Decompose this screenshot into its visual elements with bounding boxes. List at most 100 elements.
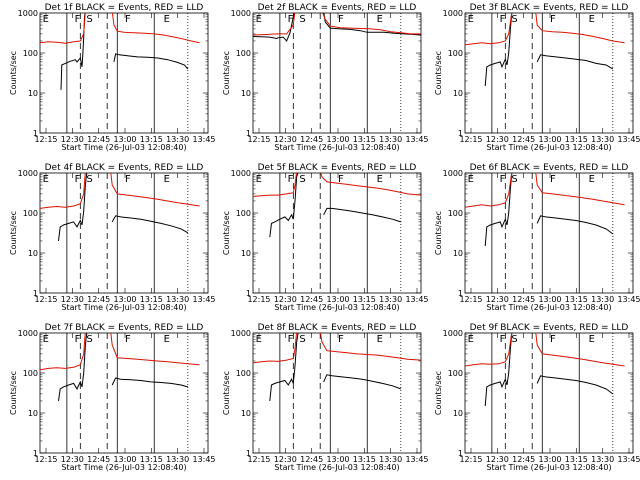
y-tick-label: 1 [246,289,251,298]
x-tick-label: 13:00 [326,135,349,144]
y-tick-label: 10 [241,89,251,98]
chart-title: Det 8f BLACK = Events, RED = LLD [258,323,417,333]
interval-marker: S [511,14,517,25]
y-axis-label: Counts/sec [434,211,443,255]
y-tick-label: 1000 [18,169,38,178]
y-tick-label: 1 [458,129,463,138]
chart-panel-7: Det 7f BLACK = Events, RED = LLD 1 10 100 10… [9,323,216,472]
x-tick-label: 13:00 [538,455,561,464]
y-tick-label: 100 [448,209,463,218]
x-axis-label: Start Time (26-Jul-03 12:08:40) [274,463,399,472]
series-events-line-2 [111,377,188,388]
interval-marker: S [299,334,305,345]
x-tick-label: 13:00 [538,295,561,304]
x-tick-label: 13:15 [140,295,163,304]
x-tick-label: 13:45 [617,455,640,464]
x-tick-label: 12:30 [486,295,509,304]
y-tick-label: 1 [246,449,251,458]
series-events-line-2 [536,54,614,70]
interval-marker: E [377,174,383,185]
series-events-line-1 [484,333,513,407]
plot-frame [464,332,634,454]
x-axis-label: Start Time (26-Jul-03 12:08:40) [486,463,611,472]
interval-marker: S [86,14,92,25]
interval-marker: F [288,14,294,25]
interval-marker: S [299,14,305,25]
interval-marker: E [589,174,595,185]
interval-marker: E [589,334,595,345]
y-tick-label: 1000 [231,9,251,18]
y-tick-label: 1000 [443,9,463,18]
y-tick-label: 10 [453,89,463,98]
y-axis-label: Counts/sec [9,51,18,95]
interval-marker: E [43,334,49,345]
series-lld-line-2 [110,173,200,207]
x-tick-label: 12:15 [247,135,270,144]
x-tick-label: 12:30 [274,135,297,144]
x-tick-label: 12:15 [247,455,270,464]
plot-frame [464,172,634,294]
interval-marker: F [75,14,81,25]
x-tick-label: 12:15 [247,295,270,304]
y-tick-label: 1 [33,129,38,138]
y-tick-label: 1000 [18,329,38,338]
plot-frame [252,12,422,134]
interval-marker: F [500,334,506,345]
interval-marker: S [511,334,517,345]
x-tick-label: 13:45 [617,295,640,304]
x-tick-label: 13:00 [538,135,561,144]
series-events-line-2 [323,374,401,390]
interval-marker: F [338,174,344,185]
chart-title: Det 5f BLACK = Events, RED = LLD [258,163,417,173]
x-tick-label: 12:15 [459,295,482,304]
x-axis-label: Start Time (26-Jul-03 12:08:40) [61,303,186,312]
y-tick-label: 1 [33,449,38,458]
y-axis-label: Counts/sec [9,371,18,415]
y-tick-label: 10 [453,249,463,258]
plot-frame [39,172,209,294]
chart-title: Det 9f BLACK = Events, RED = LLD [470,323,629,333]
x-tick-label: 13:45 [617,135,640,144]
x-tick-label: 12:30 [274,295,297,304]
y-tick-label: 1000 [231,329,251,338]
series-events-line-2 [536,215,614,235]
x-tick-label: 13:30 [591,135,614,144]
x-tick-label: 12:45 [300,135,323,144]
interval-marker: E [256,174,262,185]
x-tick-label: 13:15 [565,455,588,464]
x-tick-label: 13:15 [353,135,376,144]
interval-marker: E [164,14,170,25]
y-tick-label: 10 [453,409,463,418]
y-axis-label: Counts/sec [222,51,231,95]
x-tick-label: 12:15 [34,455,57,464]
x-tick-label: 13:15 [353,295,376,304]
interval-marker: F [75,334,81,345]
y-tick-label: 1 [246,129,251,138]
y-axis-label: Counts/sec [222,211,231,255]
chart-panel-2: Det 2f BLACK = Events, RED = LLD 1 10 100 10… [222,3,429,152]
x-tick-label: 12:15 [459,135,482,144]
series-lld-line-2 [320,333,421,361]
y-tick-label: 1000 [18,9,38,18]
series-lld-line-1 [40,173,86,209]
y-tick-label: 10 [28,409,38,418]
x-tick-label: 13:15 [140,455,163,464]
series-events-line-1 [253,13,295,42]
x-tick-label: 13:15 [565,295,588,304]
series-events-line-1 [269,173,299,238]
interval-marker: F [125,334,131,345]
x-tick-label: 13:30 [591,295,614,304]
x-tick-label: 12:45 [300,455,323,464]
x-axis-label: Start Time (26-Jul-03 12:08:40) [274,143,399,152]
x-tick-label: 13:30 [166,455,189,464]
y-tick-label: 100 [23,49,38,58]
y-tick-label: 100 [236,369,251,378]
x-tick-label: 13:15 [140,135,163,144]
series-lld-line-1 [465,13,513,46]
series-events-line-1 [58,173,88,242]
series-events-line-1 [484,173,513,247]
y-tick-label: 100 [448,49,463,58]
interval-marker: E [589,14,595,25]
series-lld-line-1 [465,333,513,367]
